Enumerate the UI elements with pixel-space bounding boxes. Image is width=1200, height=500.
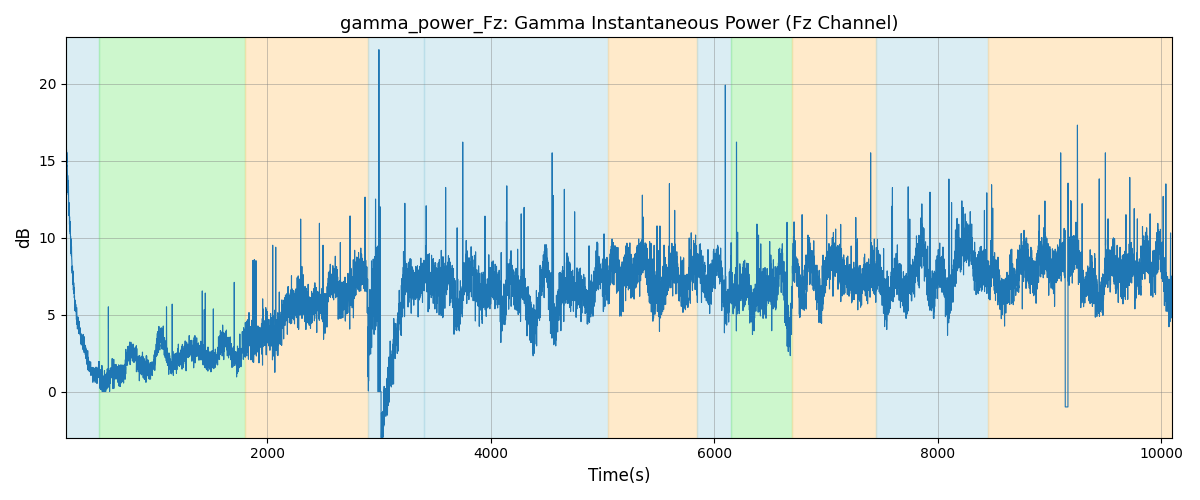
Bar: [792, 38, 876, 438]
Bar: [988, 38, 1172, 438]
Bar: [876, 38, 988, 438]
Bar: [424, 38, 608, 438]
Y-axis label: dB: dB: [16, 226, 34, 248]
X-axis label: Time(s): Time(s): [588, 467, 650, 485]
Bar: [608, 38, 697, 438]
Bar: [66, 38, 100, 438]
Title: gamma_power_Fz: Gamma Instantaneous Power (Fz Channel): gamma_power_Fz: Gamma Instantaneous Powe…: [340, 15, 899, 34]
Bar: [367, 38, 424, 438]
Bar: [731, 38, 792, 438]
Bar: [245, 38, 367, 438]
Bar: [100, 38, 245, 438]
Bar: [697, 38, 731, 438]
